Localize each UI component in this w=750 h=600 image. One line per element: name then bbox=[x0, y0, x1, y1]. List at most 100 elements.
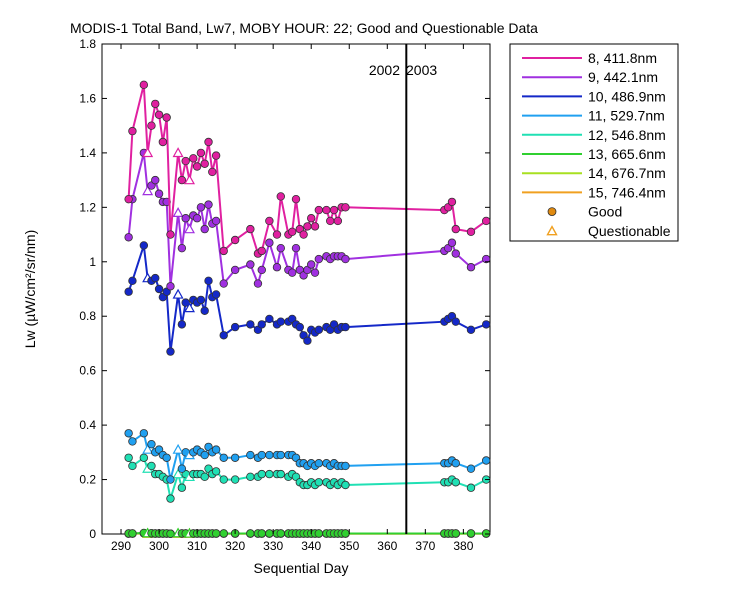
good-point bbox=[154, 110, 164, 119]
good-point bbox=[200, 450, 209, 460]
good-point bbox=[276, 243, 285, 253]
x-tick-label: 300 bbox=[149, 539, 169, 553]
good-point bbox=[466, 483, 476, 492]
good-point bbox=[177, 320, 187, 329]
good-point bbox=[211, 290, 221, 299]
good-point bbox=[219, 529, 228, 538]
good-point bbox=[181, 214, 190, 223]
good-point bbox=[246, 260, 255, 269]
chart-title: MODIS-1 Total Band, Lw7, MOBY HOUR: 22; … bbox=[70, 20, 538, 36]
good-point bbox=[265, 469, 274, 479]
good-point bbox=[124, 429, 133, 438]
x-tick-label: 350 bbox=[339, 539, 359, 553]
good-point bbox=[257, 450, 266, 460]
legend-marker-label: Good bbox=[588, 204, 622, 220]
good-point bbox=[166, 347, 175, 356]
questionable-point bbox=[172, 207, 184, 217]
good-point bbox=[166, 282, 175, 291]
good-point bbox=[200, 306, 209, 315]
good-point bbox=[257, 469, 266, 479]
good-point bbox=[128, 529, 137, 538]
good-point bbox=[481, 254, 491, 264]
good-point bbox=[246, 224, 255, 234]
good-point bbox=[329, 205, 339, 215]
good-point bbox=[139, 80, 149, 90]
legend-label: 11, 529.7nm bbox=[588, 108, 665, 124]
questionable-point bbox=[142, 147, 154, 158]
legend: 8, 411.8nm 9, 442.1nm 10, 486.9nm 11, 529.7… bbox=[509, 43, 679, 242]
good-point bbox=[166, 475, 175, 484]
good-point bbox=[310, 268, 320, 277]
good-point bbox=[265, 238, 274, 247]
good-point bbox=[147, 121, 156, 130]
legend-item: 14, 676.7nm bbox=[522, 165, 666, 181]
y-tick-label: 1.8 bbox=[79, 37, 96, 51]
legend-item: 9, 442.1nm bbox=[522, 69, 658, 85]
good-point bbox=[265, 314, 274, 324]
good-point bbox=[139, 453, 149, 462]
legend-label: 9, 442.1nm bbox=[588, 69, 658, 85]
good-point bbox=[451, 224, 460, 234]
good-point bbox=[276, 317, 285, 326]
good-point bbox=[211, 151, 221, 160]
good-point bbox=[265, 529, 274, 538]
year-divider: 2002 2003 bbox=[369, 44, 437, 534]
good-point bbox=[447, 238, 457, 247]
good-point bbox=[314, 529, 324, 538]
legend-label: 10, 486.9nm bbox=[588, 88, 666, 104]
good-point bbox=[276, 529, 285, 538]
good-point bbox=[276, 450, 285, 460]
good-point bbox=[139, 241, 149, 250]
good-point bbox=[481, 529, 491, 538]
legend-marker-good bbox=[547, 207, 557, 217]
good-point bbox=[265, 216, 274, 226]
questionable-point bbox=[172, 468, 184, 479]
good-point bbox=[341, 322, 350, 332]
x-tick-label: 310 bbox=[187, 539, 207, 553]
x-tick-label: 290 bbox=[111, 539, 131, 553]
good-point bbox=[189, 154, 198, 163]
x-tick-label: 330 bbox=[263, 539, 283, 553]
good-point bbox=[211, 216, 221, 226]
legend-item: 8, 411.8nm bbox=[522, 50, 657, 66]
good-point bbox=[272, 263, 282, 272]
good-point bbox=[219, 453, 228, 462]
good-point bbox=[196, 295, 206, 305]
good-point bbox=[314, 478, 324, 487]
good-point bbox=[211, 445, 221, 454]
good-point bbox=[314, 205, 324, 215]
good-point bbox=[200, 224, 209, 234]
good-point bbox=[166, 230, 175, 239]
good-point bbox=[295, 322, 305, 332]
good-point bbox=[211, 529, 221, 538]
series-5 bbox=[124, 527, 491, 538]
x-tick-label: 320 bbox=[225, 539, 245, 553]
good-point bbox=[177, 464, 187, 473]
good-point bbox=[341, 529, 350, 538]
good-point bbox=[128, 126, 137, 136]
good-point bbox=[299, 230, 308, 239]
good-point bbox=[128, 276, 137, 286]
good-point bbox=[139, 429, 149, 438]
good-point bbox=[451, 317, 460, 326]
good-point bbox=[307, 260, 316, 269]
good-point bbox=[124, 453, 133, 462]
good-point bbox=[291, 243, 301, 253]
legend-item: 12, 546.8nm bbox=[522, 127, 666, 143]
good-point bbox=[196, 203, 206, 212]
y-tick-label: 0.2 bbox=[79, 473, 96, 487]
series-1 bbox=[124, 148, 491, 291]
good-point bbox=[200, 159, 209, 168]
good-point bbox=[481, 320, 491, 329]
legend-label: 14, 676.7nm bbox=[588, 165, 666, 181]
good-point bbox=[466, 464, 476, 473]
series-2 bbox=[124, 241, 491, 356]
good-point bbox=[147, 439, 156, 449]
questionable-point bbox=[172, 288, 184, 299]
good-point bbox=[466, 325, 476, 335]
good-point bbox=[481, 456, 491, 465]
good-point bbox=[158, 137, 168, 147]
good-point bbox=[341, 203, 350, 212]
good-point bbox=[204, 200, 213, 209]
